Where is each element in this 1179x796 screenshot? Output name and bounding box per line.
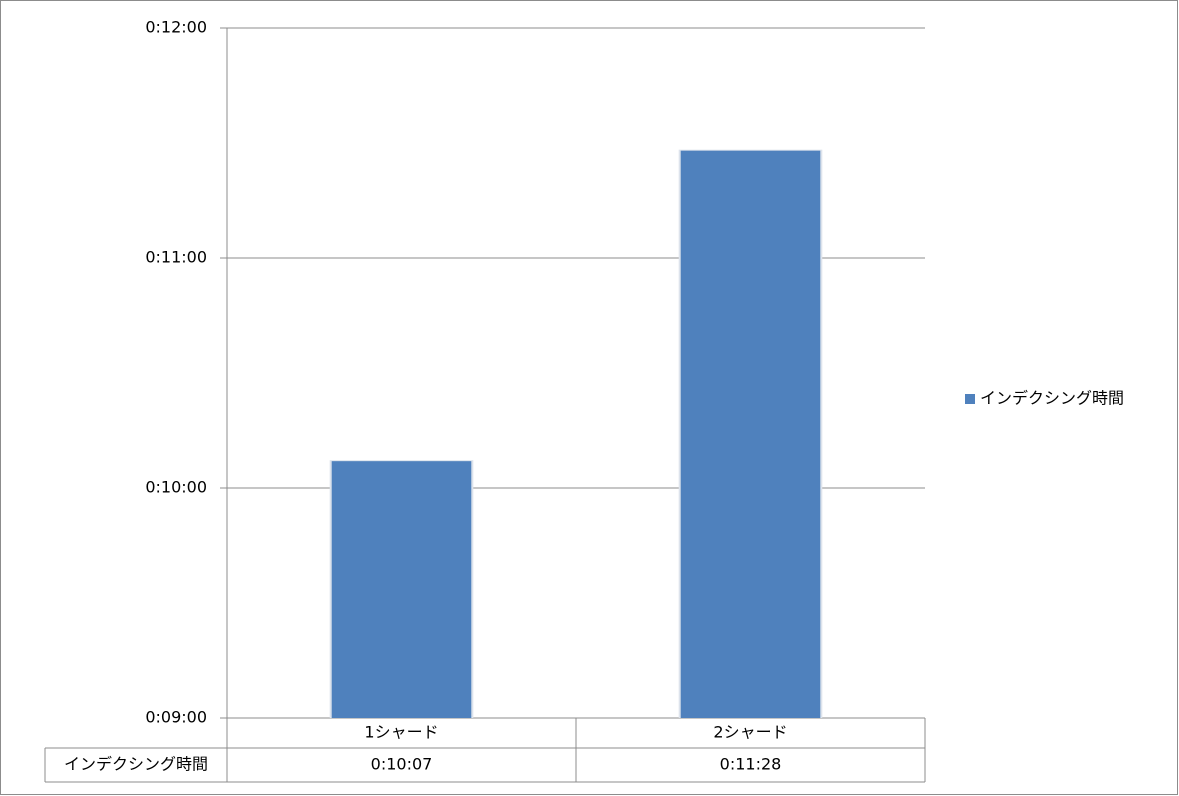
y-tick-label: 0:09:00 <box>145 708 207 727</box>
legend-key <box>965 394 975 404</box>
x-tick-label: 1シャード <box>364 723 438 742</box>
y-tick-label: 0:12:00 <box>145 18 207 37</box>
x-tick-label: 2シャード <box>713 723 787 742</box>
table-row-header: インデクシング時間 <box>64 755 208 774</box>
table-value: 0:11:28 <box>720 755 782 774</box>
bar <box>680 150 821 718</box>
legend-label: インデクシング時間 <box>980 389 1124 408</box>
y-tick-label: 0:11:00 <box>145 248 207 267</box>
bar <box>331 461 472 718</box>
y-tick-label: 0:10:00 <box>145 478 207 497</box>
table-value: 0:10:07 <box>371 755 433 774</box>
